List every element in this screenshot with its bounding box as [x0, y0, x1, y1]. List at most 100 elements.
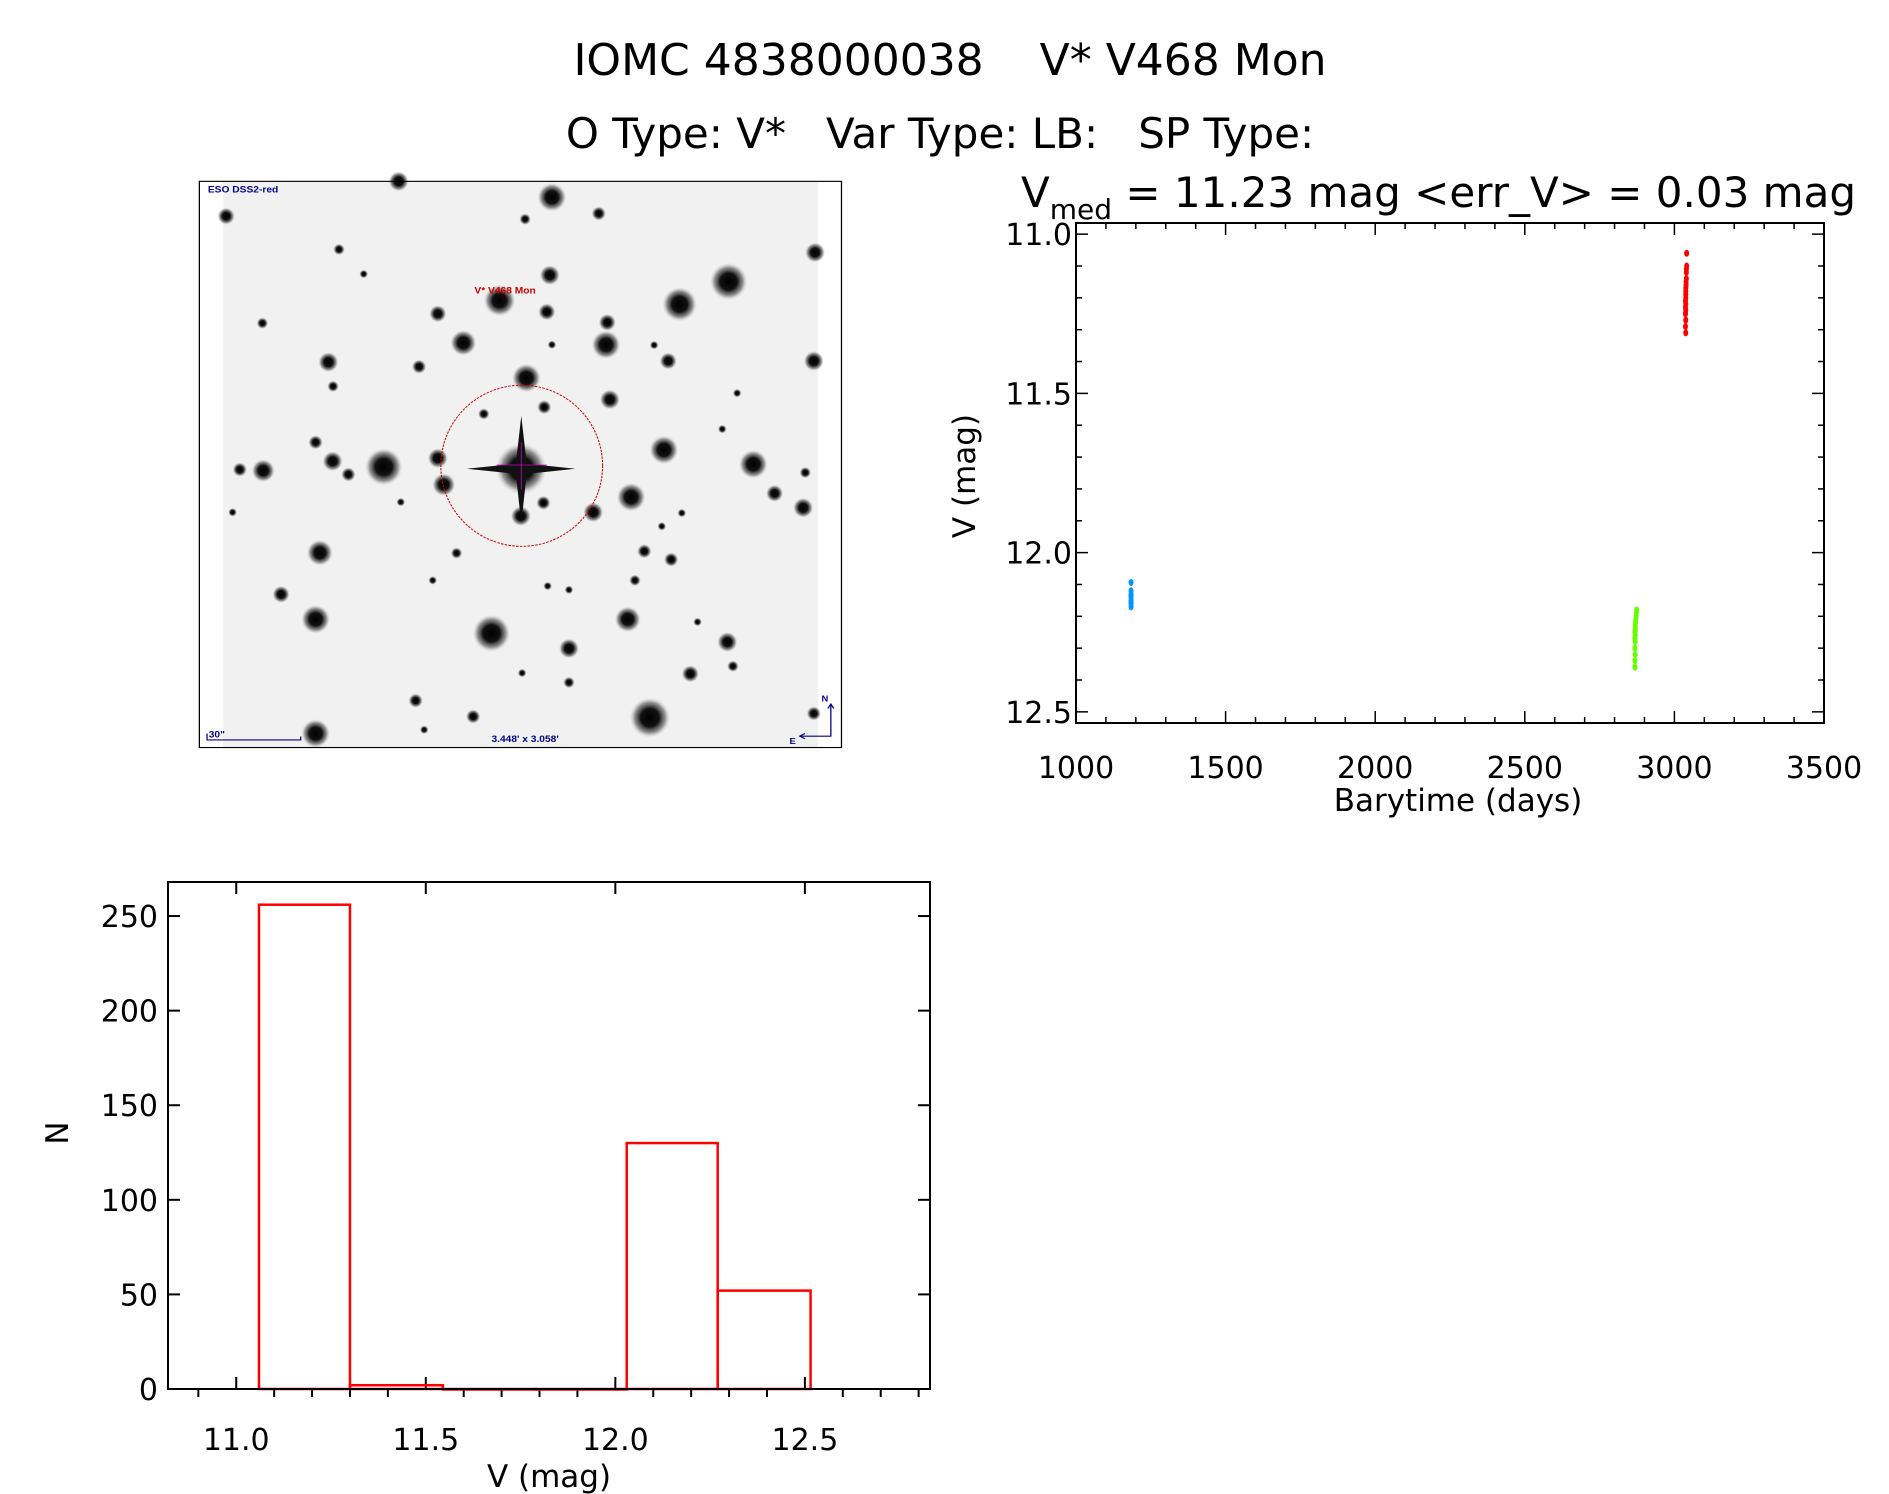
x-tick-label: 2000: [1337, 751, 1413, 786]
star: [537, 399, 552, 415]
data-point: [1683, 329, 1689, 337]
star: [301, 604, 331, 634]
data-point: [1128, 603, 1134, 611]
star: [450, 547, 463, 559]
star: [465, 709, 481, 724]
star: [538, 303, 556, 321]
star: [536, 495, 551, 511]
star: [318, 352, 339, 373]
star: [450, 329, 477, 356]
star: [333, 243, 345, 256]
figure-title: IOMC 4838000038 V* V468 Mon: [573, 35, 1326, 86]
histogram-ticks: [168, 882, 930, 1397]
data-point: [1632, 651, 1638, 659]
histogram-bar: [716, 1289, 812, 1391]
y-tick-label: 0: [139, 1373, 158, 1408]
star: [709, 262, 748, 301]
scale-label: 30": [209, 730, 225, 740]
target-label: V* V468 Mon: [474, 286, 535, 296]
star: [478, 408, 490, 420]
star: [677, 508, 687, 518]
star: [799, 466, 812, 479]
star: [327, 380, 339, 393]
star: [659, 352, 677, 370]
star: [649, 435, 679, 465]
histogram-axes-frame: [167, 881, 931, 1390]
star: [232, 462, 248, 477]
star: [793, 497, 814, 518]
x-tick-label: 1000: [1038, 751, 1114, 786]
star: [256, 317, 269, 329]
data-point: [1128, 579, 1134, 587]
star: [591, 206, 607, 221]
star: [519, 213, 531, 225]
star: [563, 676, 575, 689]
histogram-y-tick-labels: 0 50 100 150 200 250: [101, 900, 158, 1408]
star: [539, 265, 560, 286]
histogram-y-label: N: [40, 1121, 76, 1144]
x-tick-label: 12.0: [582, 1423, 649, 1458]
star: [429, 305, 447, 323]
star: [599, 389, 620, 410]
star: [732, 388, 742, 398]
star: [738, 449, 768, 479]
star: [396, 497, 406, 507]
star: [657, 521, 667, 531]
star: [341, 467, 356, 482]
light-curve-y-tick-labels: 11.0 11.5 12.0 12.5: [1005, 218, 1072, 731]
star: [537, 182, 567, 212]
data-point: [1632, 657, 1638, 665]
star: [804, 242, 826, 263]
star: [806, 706, 822, 721]
star: [483, 284, 516, 317]
x-tick-label: 11.5: [392, 1423, 459, 1458]
star: [629, 697, 671, 738]
star: [803, 350, 824, 372]
star: [547, 340, 557, 350]
field-size-label: 3.448' x 3.058': [491, 735, 558, 745]
star: [419, 725, 429, 735]
vmed-summary: Vmed = 11.23 mag <err_V> = 0.03 mag: [1021, 168, 1856, 226]
star: [717, 631, 738, 653]
star: [693, 617, 702, 627]
data-point: [1632, 663, 1638, 671]
x-tick-label: 1500: [1187, 751, 1263, 786]
star: [472, 614, 511, 652]
x-tick-label: 12.5: [771, 1423, 838, 1458]
star: [629, 574, 641, 587]
x-tick-label: 3500: [1786, 751, 1862, 786]
star: [681, 665, 700, 683]
vmed-values: = 11.23 mag <err_V> = 0.03 mag: [1112, 168, 1856, 217]
light-curve-axes-frame: [1075, 222, 1825, 724]
star: [411, 359, 427, 374]
light-curve-plot: 1000 1500 2000 2500 3000 3500 11.0 11.5 …: [947, 218, 1862, 819]
star: [543, 581, 553, 591]
star: [359, 269, 369, 279]
star: [598, 313, 616, 332]
star: [564, 585, 574, 595]
star: [614, 606, 641, 633]
data-point: [1632, 644, 1638, 652]
histogram-plot: 11.0 11.5 12.0 12.5 0 50 100 150 200 250…: [40, 881, 931, 1494]
light-curve-ticks: [1075, 223, 1825, 723]
finder-image-canvas: ESO DSS2-red V* V468 Mon 3.448' x 3.058'…: [198, 171, 843, 749]
survey-label: ESO DSS2-red: [208, 185, 278, 195]
y-tick-label: 12.0: [1005, 537, 1072, 572]
star: [251, 459, 275, 483]
scale-bar: [206, 733, 302, 741]
light-curve-x-label: Barytime (days): [1334, 783, 1583, 819]
data-point: [1683, 316, 1689, 324]
star: [717, 424, 727, 434]
x-tick-label: 2500: [1487, 751, 1563, 786]
y-tick-label: 200: [101, 995, 158, 1030]
y-tick-label: 150: [101, 1089, 158, 1124]
image-frame: [198, 180, 843, 749]
star: [428, 576, 438, 585]
star: [591, 330, 621, 360]
data-point: [1682, 323, 1688, 331]
star: [583, 502, 604, 523]
y-tick-label: 12.5: [1005, 696, 1072, 731]
star: [306, 539, 333, 566]
y-tick-label: 50: [120, 1278, 158, 1313]
